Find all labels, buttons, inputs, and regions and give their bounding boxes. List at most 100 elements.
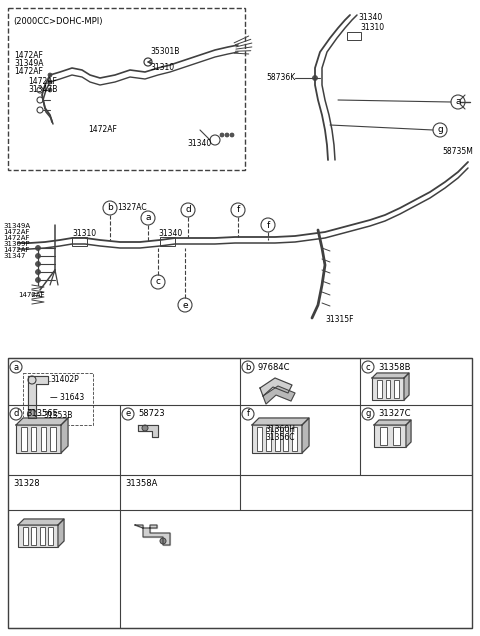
Bar [50, 427, 56, 451]
Text: 31340: 31340 [158, 228, 182, 237]
Circle shape [36, 254, 40, 258]
Text: f: f [236, 205, 240, 214]
Bar [23, 527, 28, 545]
Text: 31328: 31328 [13, 480, 40, 488]
Bar [48, 527, 53, 545]
Bar [18, 525, 58, 547]
Circle shape [27, 410, 36, 418]
Text: 1472AF: 1472AF [88, 125, 117, 134]
Text: a: a [455, 97, 461, 106]
Text: 31327C: 31327C [378, 410, 410, 418]
Text: f: f [266, 221, 270, 230]
Circle shape [142, 425, 148, 431]
Polygon shape [28, 376, 48, 418]
Circle shape [220, 133, 224, 137]
Bar [8, 8, 245, 170]
Text: 35301B: 35301B [150, 48, 180, 57]
Text: 97684C: 97684C [258, 363, 290, 371]
Text: 58736K: 58736K [266, 74, 295, 83]
Text: 31340: 31340 [187, 139, 211, 148]
Circle shape [36, 261, 40, 266]
Bar [372, 378, 404, 400]
Text: 58723: 58723 [138, 410, 165, 418]
Text: 31358B: 31358B [378, 363, 410, 371]
Polygon shape [374, 420, 411, 425]
Bar [72, 237, 87, 246]
Polygon shape [260, 378, 292, 396]
Text: 1472AF: 1472AF [14, 67, 43, 76]
Text: b: b [107, 204, 113, 212]
Text: 1472AF: 1472AF [14, 50, 43, 60]
Text: 58735M: 58735M [442, 148, 473, 156]
Text: 31340: 31340 [358, 13, 382, 22]
Text: a: a [145, 214, 151, 223]
Polygon shape [404, 373, 409, 400]
Circle shape [160, 538, 166, 544]
Text: 31347: 31347 [3, 253, 25, 259]
Bar [23, 373, 93, 425]
Polygon shape [18, 519, 64, 525]
Text: c: c [156, 277, 160, 286]
Text: 31315F: 31315F [325, 315, 353, 324]
Bar [275, 427, 279, 451]
Text: 1472AF: 1472AF [18, 292, 45, 298]
Bar [31, 427, 36, 451]
Text: 1472AF: 1472AF [3, 247, 29, 253]
Polygon shape [302, 418, 309, 453]
Polygon shape [58, 519, 64, 547]
Text: 31356C: 31356C [265, 432, 295, 441]
Bar [380, 427, 387, 445]
Bar [31, 527, 36, 545]
Text: 31349A: 31349A [3, 223, 30, 229]
Circle shape [48, 88, 52, 92]
Text: d: d [185, 205, 191, 214]
Bar [374, 425, 406, 447]
Bar [377, 380, 382, 398]
Circle shape [230, 133, 234, 137]
Text: 31402P: 31402P [50, 375, 79, 385]
Circle shape [312, 76, 317, 81]
Bar [257, 427, 262, 451]
Bar [40, 527, 45, 545]
Bar [266, 427, 271, 451]
Bar [385, 380, 390, 398]
Circle shape [36, 245, 40, 251]
Bar [16, 425, 61, 453]
Bar [21, 427, 26, 451]
Text: 31353B: 31353B [43, 410, 72, 420]
Bar [393, 427, 400, 445]
Polygon shape [135, 525, 170, 545]
Text: b: b [245, 363, 251, 371]
Text: 31310: 31310 [150, 64, 174, 73]
Text: 31309P: 31309P [3, 241, 30, 247]
Circle shape [48, 73, 52, 77]
Text: c: c [366, 363, 370, 371]
Text: e: e [182, 300, 188, 310]
Bar [8, 358, 472, 628]
Text: g: g [437, 125, 443, 134]
Polygon shape [61, 418, 68, 453]
Polygon shape [16, 418, 68, 425]
Text: 31349A: 31349A [14, 59, 44, 67]
Text: g: g [365, 410, 371, 418]
Text: 31356E: 31356E [26, 410, 58, 418]
Circle shape [36, 270, 40, 275]
Polygon shape [263, 386, 295, 404]
Text: a: a [13, 363, 19, 371]
Text: 31310: 31310 [72, 228, 96, 237]
Bar [160, 237, 175, 246]
Text: 1472AF: 1472AF [28, 78, 57, 86]
Bar [252, 425, 302, 453]
Text: 1472AF: 1472AF [3, 229, 29, 235]
Polygon shape [138, 425, 158, 437]
Bar [394, 380, 399, 398]
Circle shape [36, 277, 40, 282]
Text: — 31643: — 31643 [50, 394, 84, 403]
Bar [292, 427, 297, 451]
Text: 1327AC: 1327AC [117, 204, 146, 212]
Text: 31347B: 31347B [28, 85, 58, 95]
Text: e: e [125, 410, 131, 418]
Text: 1472AF: 1472AF [3, 235, 29, 241]
Bar [283, 427, 288, 451]
Polygon shape [406, 420, 411, 447]
